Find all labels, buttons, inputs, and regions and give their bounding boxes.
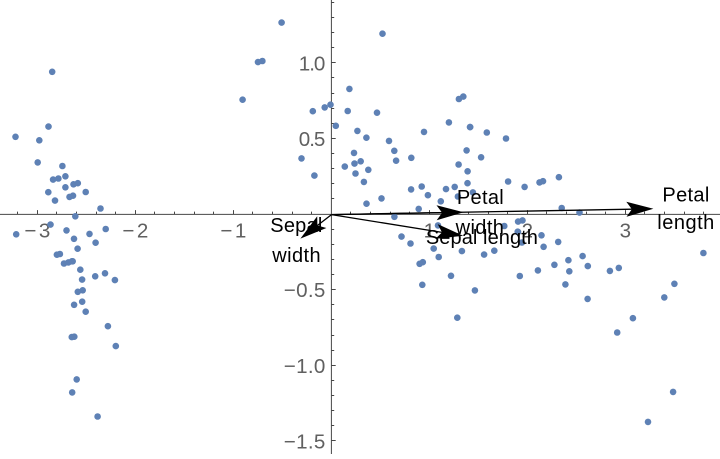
- svg-text:1: 1: [424, 220, 435, 243]
- svg-text:width: width: [455, 217, 504, 239]
- svg-text:Sepal: Sepal: [270, 215, 322, 237]
- svg-text:−0.5: −0.5: [284, 279, 326, 302]
- svg-text:−1.0: −1.0: [284, 355, 326, 378]
- svg-text:width: width: [271, 245, 320, 267]
- svg-text:Petal: Petal: [457, 187, 504, 209]
- svg-text:0.5: 0.5: [299, 128, 326, 151]
- svg-text:2: 2: [522, 220, 533, 243]
- svg-text:−1.5: −1.5: [284, 431, 326, 454]
- svg-text:length: length: [657, 212, 714, 234]
- svg-text:1.0: 1.0: [299, 52, 326, 75]
- svg-text:3: 3: [620, 220, 631, 243]
- svg-text:Petal: Petal: [662, 184, 709, 206]
- svg-text:Sepal length: Sepal length: [426, 227, 538, 249]
